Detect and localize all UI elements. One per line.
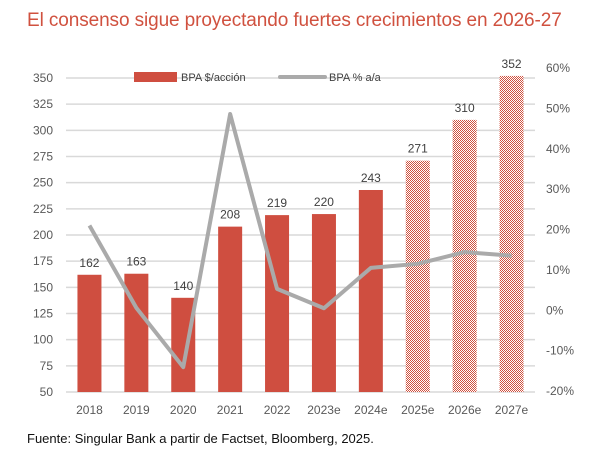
bar-estimate	[499, 75, 524, 392]
x-tick-label: 2019	[123, 403, 150, 417]
x-tick-label: 2027e	[495, 403, 529, 417]
data-label: 310	[455, 101, 475, 115]
right-tick-label: 40%	[546, 142, 570, 156]
right-tick-label: 10%	[546, 263, 570, 277]
legend-label-bar: BPA $/acción	[181, 72, 246, 84]
left-tick-label: 275	[33, 150, 53, 164]
data-label: 352	[502, 57, 522, 71]
line-bpa-yoy	[87, 112, 512, 370]
line-series	[87, 112, 512, 370]
data-label: 140	[173, 279, 193, 293]
bar	[265, 215, 290, 392]
left-tick-label: 150	[33, 280, 53, 294]
left-tick-label: 50	[40, 385, 54, 399]
right-tick-label: -20%	[546, 384, 574, 398]
x-tick-label: 2023e	[307, 403, 341, 417]
data-labels: 162 163 140 208 219 220 243 271 310 352	[79, 57, 521, 293]
right-axis: 60% 50% 40% 30% 20% 10% 0% -10% -20%	[546, 61, 574, 398]
left-tick-label: 100	[33, 333, 53, 347]
x-tick-label: 2024e	[354, 403, 388, 417]
bar	[358, 189, 383, 392]
right-tick-label: 60%	[546, 61, 570, 75]
left-tick-label: 250	[33, 176, 53, 190]
legend: BPA $/acción BPA % a/a	[134, 72, 382, 84]
right-tick-label: 0%	[546, 303, 564, 317]
right-tick-label: 50%	[546, 101, 570, 115]
bar-series	[77, 75, 524, 392]
data-label: 243	[361, 171, 381, 185]
left-tick-label: 200	[33, 228, 53, 242]
data-label: 208	[220, 208, 240, 222]
x-tick-label: 2022	[264, 403, 291, 417]
data-label: 163	[126, 255, 146, 269]
data-label: 220	[314, 195, 334, 209]
data-label: 271	[408, 142, 428, 156]
x-tick-label: 2018	[76, 403, 103, 417]
right-tick-label: 20%	[546, 223, 570, 237]
data-label: 162	[79, 256, 99, 270]
bar-estimate	[405, 160, 430, 392]
left-axis: 350 325 300 275 250 225 200 175 150 125 100 75 50	[33, 71, 53, 399]
chart-title: El consenso sigue proyectando fuertes cr…	[27, 10, 562, 31]
left-tick-label: 300	[33, 123, 53, 137]
x-tick-label: 2026e	[448, 403, 482, 417]
bar	[77, 274, 102, 392]
right-tick-label: 30%	[546, 182, 570, 196]
right-tick-label: -10%	[546, 344, 574, 358]
x-tick-label: 2021	[217, 403, 244, 417]
legend-swatch-bar	[134, 72, 177, 82]
left-tick-label: 350	[33, 71, 53, 85]
data-label: 219	[267, 196, 287, 210]
left-tick-label: 125	[33, 307, 53, 321]
bar	[218, 226, 243, 392]
left-tick-label: 175	[33, 254, 53, 268]
x-tick-label: 2025e	[401, 403, 435, 417]
left-tick-label: 225	[33, 202, 53, 216]
x-tick-label: 2020	[170, 403, 197, 417]
left-tick-label: 75	[40, 359, 54, 373]
source-note: Fuente: Singular Bank a partir de Factse…	[27, 431, 374, 446]
legend-label-line: BPA % a/a	[329, 72, 382, 84]
x-axis: 2018 2019 2020 2021 2022 2023e 2024e 2025e 2026e…	[76, 403, 528, 417]
left-tick-label: 325	[33, 97, 53, 111]
